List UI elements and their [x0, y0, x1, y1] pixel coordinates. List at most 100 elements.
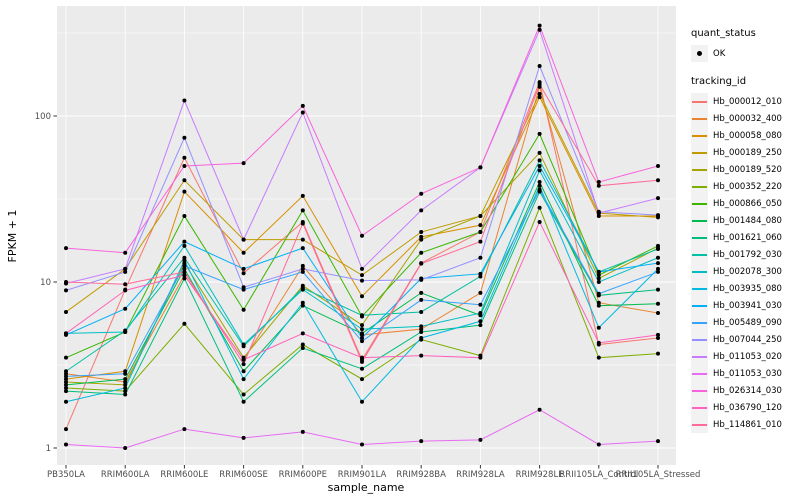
legend-label: Hb_011053_020 — [713, 351, 782, 362]
data-point — [419, 237, 424, 242]
data-point — [478, 437, 483, 442]
data-point — [419, 208, 424, 213]
data-point — [64, 355, 68, 360]
series-color-line-icon — [692, 338, 707, 341]
legend-item-Hb_000189_520: Hb_000189_520 — [691, 161, 799, 178]
legend-label: Hb_002078_300 — [713, 266, 782, 277]
legend-key-box — [691, 246, 708, 263]
data-point — [537, 205, 542, 210]
data-point — [64, 389, 68, 394]
series-color-line-icon — [692, 100, 707, 103]
x-tick-label: RRIM928LE — [516, 470, 564, 480]
legend-item-Hb_003941_030: Hb_003941_030 — [691, 297, 799, 314]
data-point — [300, 429, 305, 434]
data-point — [537, 183, 542, 188]
data-point — [656, 335, 660, 340]
data-point — [182, 321, 187, 326]
x-tick-label: RRIM600LE — [160, 470, 208, 480]
legend-label: Hb_000012_010 — [713, 96, 782, 107]
data-point — [656, 213, 660, 218]
data-point — [419, 277, 424, 282]
data-point — [241, 161, 246, 166]
data-point — [656, 311, 660, 316]
legend-key-box — [691, 297, 708, 314]
data-point — [478, 319, 483, 324]
legend-label: Hb_001621_060 — [713, 232, 782, 243]
data-point — [360, 266, 364, 271]
data-point — [64, 379, 68, 384]
data-point — [596, 303, 601, 308]
data-point — [64, 385, 68, 390]
data-point — [419, 191, 424, 196]
y-tick-label: 100 — [35, 112, 51, 122]
data-point — [182, 98, 187, 103]
data-point — [241, 377, 246, 382]
data-point — [300, 237, 305, 242]
legend-item-Hb_001621_060: Hb_001621_060 — [691, 229, 799, 246]
x-tick-label: RRII105LA_Control — [559, 470, 638, 480]
data-point — [656, 261, 660, 266]
data-point — [419, 290, 424, 295]
x-tick-label: RRIM901LA — [338, 470, 387, 480]
data-point — [596, 300, 601, 305]
legend-title-quant-status: quant_status — [691, 28, 756, 39]
panel-background — [57, 6, 676, 465]
data-point — [300, 110, 305, 115]
series-color-line-icon — [692, 321, 707, 324]
data-point — [360, 313, 364, 318]
series-color-line-icon — [692, 236, 707, 239]
y-axis-title: FPKM + 1 — [6, 210, 19, 263]
series-color-line-icon — [692, 185, 707, 188]
data-point — [300, 342, 305, 347]
legend-key-box — [691, 144, 708, 161]
legend-item-Hb_000352_220: Hb_000352_220 — [691, 178, 799, 195]
data-point — [300, 263, 305, 268]
ok-point-icon — [697, 51, 702, 56]
data-point — [241, 435, 246, 440]
y-tick-label: 10 — [40, 278, 51, 288]
data-point — [537, 168, 542, 173]
legend-label: Hb_026314_030 — [713, 385, 782, 396]
x-tick-label: RRIM928LA — [456, 470, 505, 480]
legend-label: Hb_114861_010 — [713, 419, 782, 430]
data-point — [123, 392, 128, 397]
data-point — [360, 366, 364, 371]
data-point — [182, 263, 187, 268]
data-point — [419, 335, 424, 340]
legend-item-quant-ok: OK — [691, 45, 799, 62]
legend-item-Hb_003935_080: Hb_003935_080 — [691, 280, 799, 297]
data-point — [596, 273, 601, 278]
chart-panel: 1 10 100 PB350LA RRIM600LA RRIM600LE RRIM600SE… — [35, 6, 700, 480]
data-point — [537, 163, 542, 168]
legend-item-Hb_000058_080: Hb_000058_080 — [691, 127, 799, 144]
legend-key-box — [691, 195, 708, 212]
data-point — [656, 255, 660, 260]
data-point — [64, 374, 68, 379]
data-point — [182, 213, 187, 218]
data-point — [123, 250, 128, 255]
series-color-line-icon — [692, 168, 707, 171]
data-point — [656, 287, 660, 292]
data-point — [300, 303, 305, 308]
data-point — [241, 342, 246, 347]
legend-item-Hb_000032_400: Hb_000032_400 — [691, 110, 799, 127]
legend-key-box — [691, 212, 708, 229]
data-point — [123, 385, 128, 390]
legend-item-Hb_001484_080: Hb_001484_080 — [691, 212, 799, 229]
legend-item-Hb_011053_030: Hb_011053_030 — [691, 365, 799, 382]
data-point — [596, 269, 601, 274]
data-point — [360, 233, 364, 238]
data-point — [596, 291, 601, 296]
data-point — [360, 339, 364, 344]
data-point — [478, 223, 483, 228]
data-point — [123, 306, 128, 311]
data-point — [241, 399, 246, 404]
data-point — [537, 82, 542, 87]
y-tick-label: 1 — [46, 444, 51, 454]
legend-item-Hb_000866_050: Hb_000866_050 — [691, 195, 799, 212]
data-point — [656, 196, 660, 201]
legend-item-Hb_011053_020: Hb_011053_020 — [691, 348, 799, 365]
data-point — [656, 301, 660, 306]
x-tick-label: RRIM600SE — [219, 470, 268, 480]
data-point — [182, 239, 187, 244]
